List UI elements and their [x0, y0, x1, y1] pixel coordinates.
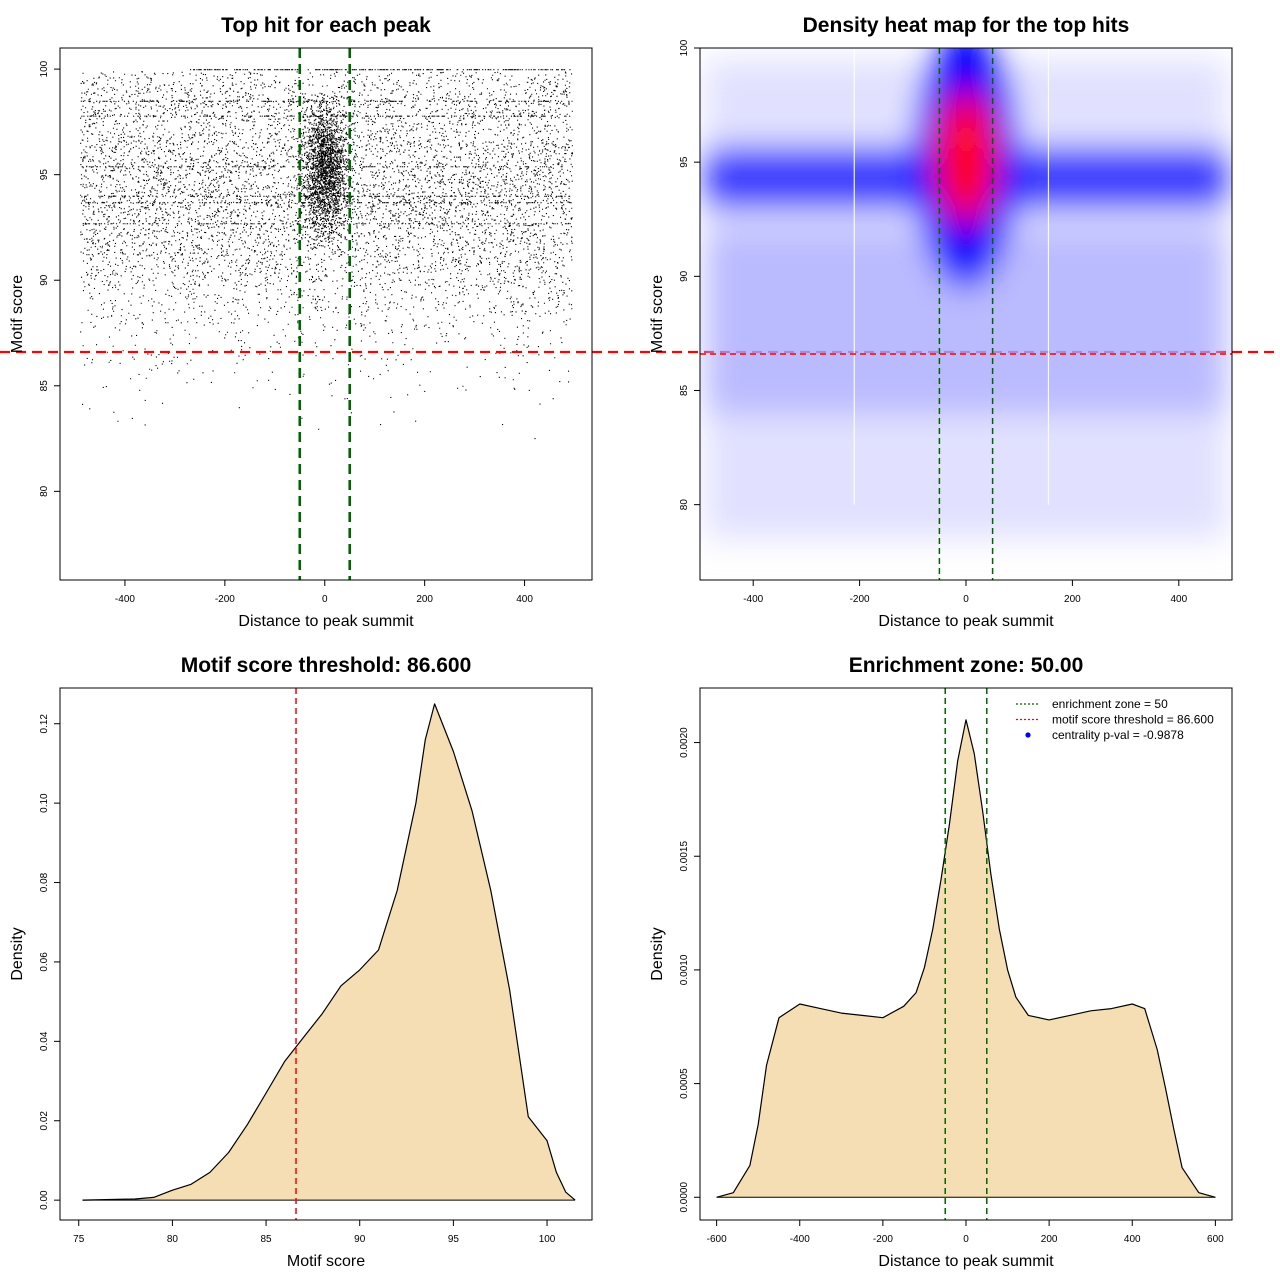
plot-frame	[59, 687, 593, 1221]
y-tick-label: 0.06	[39, 952, 50, 972]
x-tick-label: -200	[850, 594, 870, 605]
x-tick-label: 80	[167, 1234, 179, 1245]
chart-title: Density heat map for the top hits	[803, 14, 1130, 37]
x-tick-label: -400	[115, 594, 135, 605]
y-tick-label: 0.12	[39, 714, 50, 734]
heat-center-peak	[952, 116, 980, 163]
y-tick-label: 85	[39, 380, 50, 392]
x-axis-label: Motif score	[287, 1253, 365, 1270]
density-curve	[82, 703, 576, 1201]
x-tick-label: 200	[1041, 1234, 1058, 1245]
y-tick-label: 95	[679, 156, 690, 168]
legend-entry: motif score threshold = 86.600	[1052, 713, 1214, 727]
x-tick-label: 200	[416, 594, 433, 605]
scatter-point-set	[80, 69, 573, 440]
x-tick-label: 400	[1170, 594, 1187, 605]
legend-entry: centrality p-val = -0.9878	[1052, 728, 1184, 742]
plot-area-3	[82, 688, 576, 1220]
y-tick-label: 90	[39, 274, 50, 286]
chart-title: Top hit for each peak	[221, 14, 431, 37]
plot-area-2	[700, 48, 1232, 580]
x-tick-label: -600	[707, 1234, 727, 1245]
x-axis-label: Distance to peak summit	[878, 613, 1054, 630]
density-area-fill	[82, 703, 576, 1201]
x-tick-label: -400	[743, 594, 763, 605]
x-tick-label: 95	[448, 1234, 460, 1245]
y-tick-label: 0.10	[39, 793, 50, 813]
x-tick-label: -200	[873, 1234, 893, 1245]
x-axis-label: Distance to peak summit	[238, 613, 414, 630]
y-tick-label: 0.0010	[679, 954, 690, 985]
y-tick-label: 0.04	[39, 1031, 50, 1051]
y-tick-label: 0.0015	[679, 841, 690, 872]
y-axis-label: Motif score	[649, 275, 666, 353]
x-tick-label: -200	[215, 594, 235, 605]
y-tick-label: 80	[679, 499, 690, 511]
y-axis-label: Density	[649, 927, 666, 980]
y-tick-label: 95	[39, 169, 50, 181]
chart-panel-1: -400 -200 0 200 400 80 85 90 95 100 Top hit for ea…	[0, 14, 1280, 630]
x-tick-label: 85	[260, 1234, 272, 1245]
y-tick-label: 0.08	[39, 872, 50, 892]
x-axis-label: Distance to peak summit	[878, 1253, 1054, 1270]
x-tick-label: 200	[1064, 594, 1081, 605]
y-axis-label: Density	[9, 927, 26, 980]
chart-panel-4: -600 -400 -200 0 200 400 600 0.0000 0.0005 0.0010…	[649, 654, 1233, 1270]
plot-area-4	[716, 688, 1216, 1220]
plot-area-1	[80, 48, 573, 580]
y-tick-label: 0.0020	[679, 727, 690, 758]
y-tick-label: 85	[679, 384, 690, 396]
legend-point-key	[1025, 732, 1031, 738]
x-tick-label: 75	[73, 1234, 85, 1245]
x-tick-label: 400	[1124, 1234, 1141, 1245]
y-tick-label: 0.00	[39, 1190, 50, 1210]
x-tick-label: 600	[1207, 1234, 1224, 1245]
chart-title: Enrichment zone: 50.00	[849, 654, 1084, 677]
heatmap-density	[705, 48, 1227, 539]
y-tick-label: 0.0005	[679, 1068, 690, 1099]
x-tick-label: 0	[963, 1234, 969, 1245]
x-tick-label: 90	[354, 1234, 366, 1245]
y-tick-label: 0.02	[39, 1111, 50, 1131]
x-tick-label: -400	[790, 1234, 810, 1245]
density-curve	[716, 719, 1216, 1198]
chart-panel-2: -400 -200 0 200 400 80 85 90 95 100 Density heat m…	[649, 14, 1233, 630]
y-tick-label: 90	[679, 270, 690, 282]
y-tick-label: 100	[679, 39, 690, 56]
x-tick-label: 0	[963, 594, 969, 605]
y-tick-label: 80	[39, 485, 50, 497]
y-tick-label: 100	[39, 60, 50, 77]
y-axis-label: Motif score	[9, 275, 26, 353]
chart-panel-3: 75 80 85 90 95 100 0.00 0.02 0.04 0.06 0.08 0.10 0.1…	[9, 654, 593, 1270]
chart-title: Motif score threshold: 86.600	[181, 654, 472, 677]
density-area-fill	[716, 719, 1216, 1198]
plot-frame	[59, 47, 593, 581]
legend-entry: enrichment zone = 50	[1052, 697, 1168, 711]
x-tick-label: 400	[516, 594, 533, 605]
legend: enrichment zone = 50 motif score threshol…	[1016, 697, 1214, 742]
x-tick-label: 100	[539, 1234, 556, 1245]
x-tick-label: 0	[322, 594, 328, 605]
y-tick-label: 0.0000	[679, 1182, 690, 1213]
scatter-points	[80, 69, 573, 440]
